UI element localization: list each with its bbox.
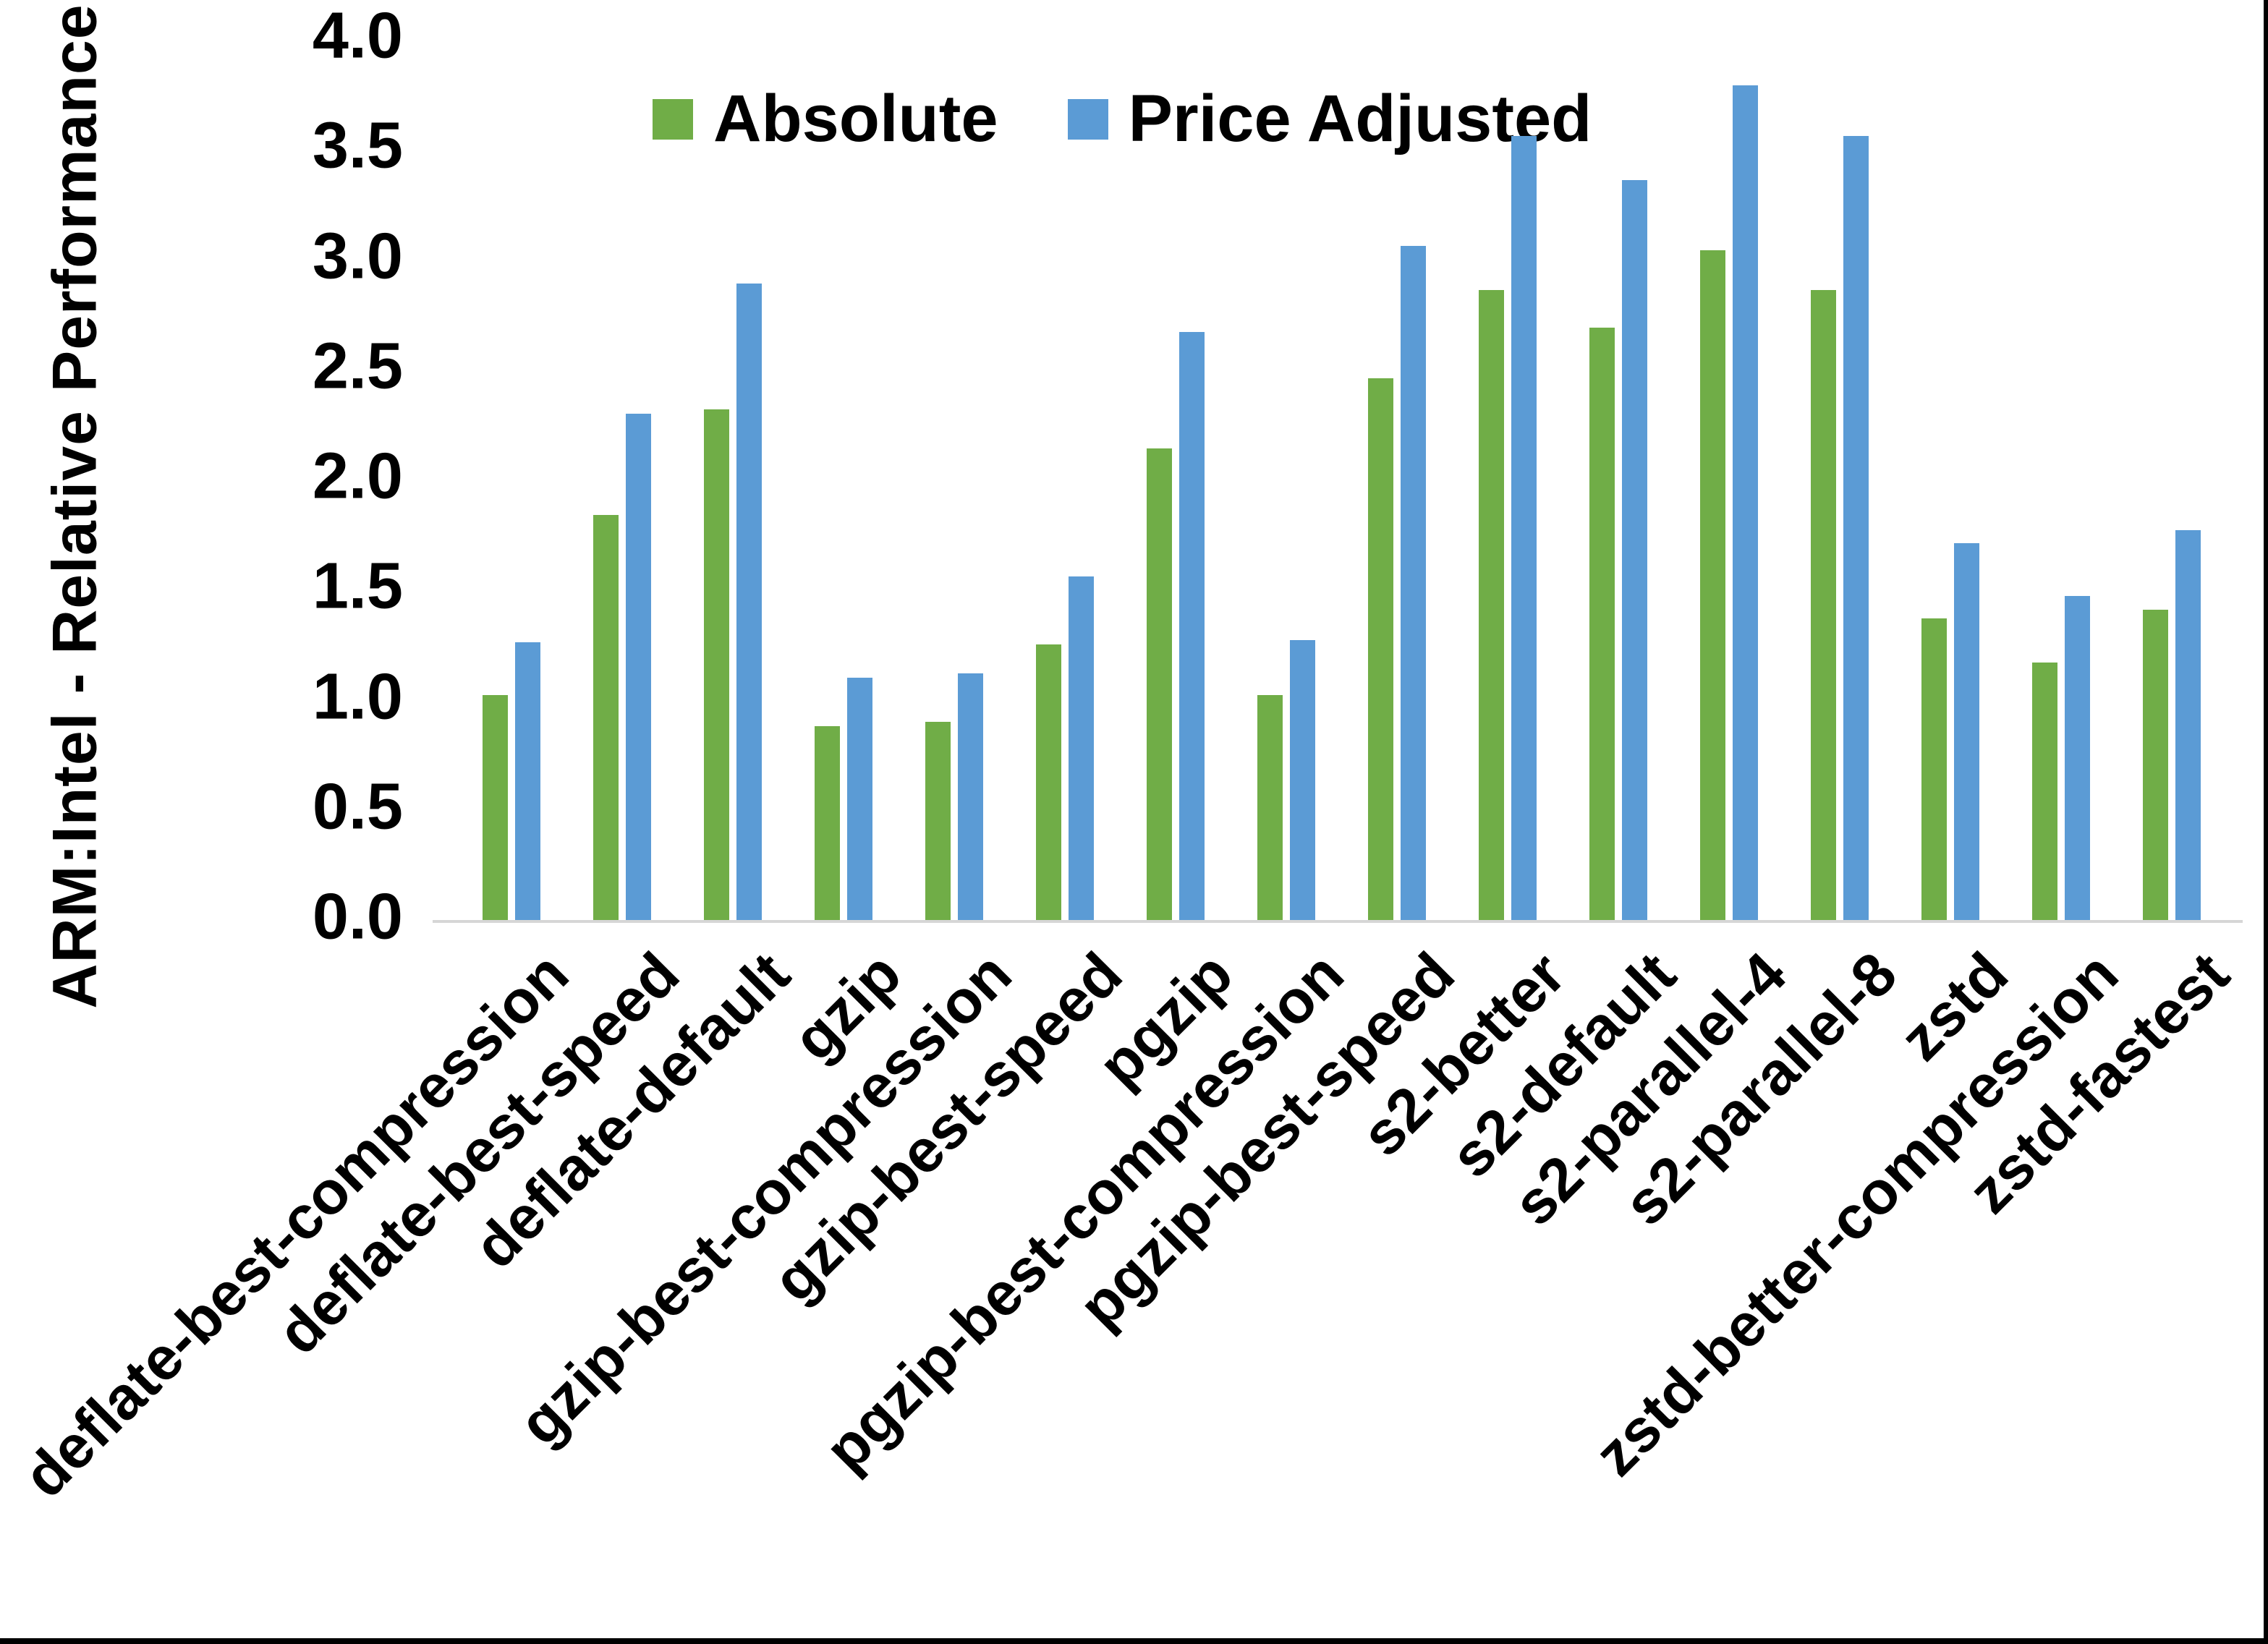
bar-price-adjusted xyxy=(1732,85,1758,920)
bar-absolute xyxy=(1810,290,1836,920)
bar-group xyxy=(788,39,899,920)
bar-absolute xyxy=(1699,250,1725,920)
y-tick-label: 0.0 xyxy=(312,880,403,953)
bar-group xyxy=(677,39,788,920)
x-axis-line xyxy=(433,920,2243,923)
bar-group xyxy=(1120,39,1231,920)
bar-price-adjusted xyxy=(1068,576,1094,920)
bar-absolute xyxy=(1921,618,1947,920)
y-tick-label: 4.0 xyxy=(312,0,403,72)
bar-absolute xyxy=(1257,695,1283,920)
bar-absolute xyxy=(1035,644,1061,920)
y-tick-label: 1.5 xyxy=(312,550,403,623)
bar-absolute xyxy=(925,722,951,920)
y-tick-label: 2.0 xyxy=(312,440,403,513)
bar-group xyxy=(456,39,566,920)
bar-absolute xyxy=(482,695,508,920)
bar-absolute xyxy=(2031,663,2057,920)
frame-border-right xyxy=(2264,0,2268,1644)
bar-group xyxy=(1341,39,1452,920)
bar-group xyxy=(2116,39,2227,920)
bar-price-adjusted xyxy=(1289,640,1315,920)
bar-group xyxy=(566,39,677,920)
bar-group xyxy=(1784,39,1895,920)
bar-group xyxy=(2005,39,2116,920)
bar-price-adjusted xyxy=(1953,543,1979,920)
legend-item-absolute: Absolute xyxy=(653,81,998,157)
bar-group xyxy=(1673,39,1784,920)
bar-price-adjusted xyxy=(1511,136,1537,920)
bar-price-adjusted xyxy=(625,414,651,920)
bar-group xyxy=(899,39,1009,920)
bar-price-adjusted xyxy=(2064,596,2090,920)
bar-price-adjusted xyxy=(1621,180,1647,920)
bar-group xyxy=(1452,39,1563,920)
bar-absolute xyxy=(1367,378,1393,920)
bar-absolute xyxy=(2142,610,2168,920)
bar-group xyxy=(1895,39,2005,920)
legend-label-absolute: Absolute xyxy=(713,82,998,156)
bar-price-adjusted xyxy=(1178,332,1205,920)
bar-group xyxy=(1009,39,1120,920)
y-tick-label: 3.0 xyxy=(312,219,403,292)
bar-price-adjusted xyxy=(736,284,762,920)
bar-absolute xyxy=(703,409,729,920)
bar-absolute xyxy=(1589,328,1615,920)
bar-absolute xyxy=(814,726,840,920)
bar-absolute xyxy=(1146,448,1172,920)
y-tick-label: 1.0 xyxy=(312,660,403,733)
legend-swatch-price-adjusted xyxy=(1067,98,1108,140)
bar-price-adjusted xyxy=(846,678,872,920)
y-tick-label: 3.5 xyxy=(312,109,403,182)
bar-price-adjusted xyxy=(1843,136,1869,920)
frame-border-bottom xyxy=(0,1638,2268,1644)
y-axis-title: ARM:Intel - Relative Performance xyxy=(40,4,110,1009)
bar-price-adjusted xyxy=(957,673,983,920)
bar-group xyxy=(1231,39,1341,920)
bar-group xyxy=(1563,39,1673,920)
y-tick-label: 0.5 xyxy=(312,770,403,843)
y-tick-label: 2.5 xyxy=(312,330,403,403)
legend-swatch-absolute xyxy=(653,98,693,140)
bar-price-adjusted xyxy=(2175,530,2201,920)
bar-price-adjusted xyxy=(514,642,540,920)
bar-absolute xyxy=(593,515,619,920)
bar-price-adjusted xyxy=(1400,246,1426,920)
bar-absolute xyxy=(1478,290,1504,920)
